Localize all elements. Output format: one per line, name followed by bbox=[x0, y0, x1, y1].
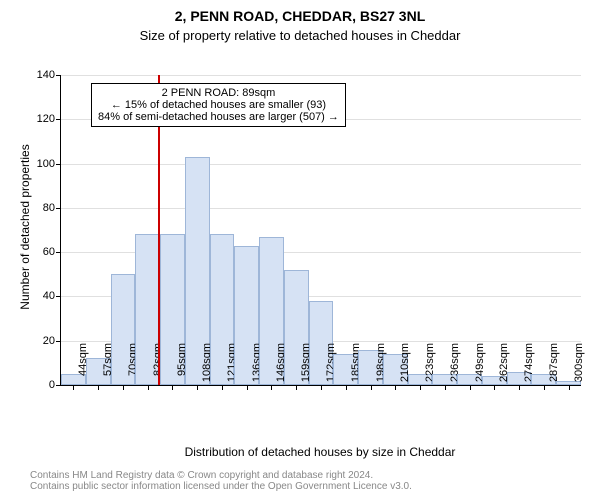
x-tick-label: 287sqm bbox=[548, 343, 560, 393]
y-tick-label: 100 bbox=[25, 158, 55, 170]
annotation-box: 2 PENN ROAD: 89sqm← 15% of detached hous… bbox=[91, 83, 346, 127]
footer-line-1: Contains HM Land Registry data © Crown c… bbox=[30, 470, 600, 481]
x-tick-mark bbox=[98, 385, 99, 390]
gridline bbox=[61, 75, 581, 76]
footer-line-2: Contains public sector information licen… bbox=[30, 481, 600, 492]
page-title-description: Size of property relative to detached ho… bbox=[0, 28, 600, 43]
x-tick-mark bbox=[296, 385, 297, 390]
y-tick-mark bbox=[56, 164, 61, 165]
x-tick-label: 236sqm bbox=[449, 343, 461, 393]
x-tick-mark bbox=[445, 385, 446, 390]
y-tick-label: 0 bbox=[25, 379, 55, 391]
x-tick-mark bbox=[420, 385, 421, 390]
page-title-address: 2, PENN ROAD, CHEDDAR, BS27 3NL bbox=[0, 8, 600, 24]
y-tick-mark bbox=[56, 208, 61, 209]
x-axis-label: Distribution of detached houses by size … bbox=[60, 445, 580, 459]
x-tick-mark bbox=[148, 385, 149, 390]
gridline bbox=[61, 164, 581, 165]
y-tick-label: 20 bbox=[25, 335, 55, 347]
x-tick-mark bbox=[395, 385, 396, 390]
y-tick-label: 80 bbox=[25, 202, 55, 214]
x-tick-mark bbox=[519, 385, 520, 390]
x-tick-label: 249sqm bbox=[474, 343, 486, 393]
annotation-line: ← 15% of detached houses are smaller (93… bbox=[98, 99, 339, 111]
y-tick-label: 40 bbox=[25, 290, 55, 302]
x-tick-mark bbox=[494, 385, 495, 390]
x-tick-mark bbox=[123, 385, 124, 390]
x-tick-label: 262sqm bbox=[498, 343, 510, 393]
x-tick-mark bbox=[73, 385, 74, 390]
x-tick-label: 300sqm bbox=[573, 343, 585, 393]
gridline bbox=[61, 208, 581, 209]
y-tick-mark bbox=[56, 119, 61, 120]
y-tick-label: 60 bbox=[25, 246, 55, 258]
y-tick-mark bbox=[56, 75, 61, 76]
x-tick-mark bbox=[569, 385, 570, 390]
x-tick-mark bbox=[470, 385, 471, 390]
annotation-line: 84% of semi-detached houses are larger (… bbox=[98, 111, 339, 123]
x-tick-mark bbox=[371, 385, 372, 390]
x-tick-mark bbox=[346, 385, 347, 390]
histogram-chart: 02040608010012014044sqm57sqm70sqm82sqm95… bbox=[60, 75, 581, 386]
x-tick-mark bbox=[197, 385, 198, 390]
x-tick-mark bbox=[544, 385, 545, 390]
footer-attribution: Contains HM Land Registry data © Crown c… bbox=[30, 470, 600, 492]
y-tick-mark bbox=[56, 341, 61, 342]
x-tick-label: 223sqm bbox=[424, 343, 436, 393]
x-tick-mark bbox=[222, 385, 223, 390]
y-axis-label: Number of detached properties bbox=[18, 117, 32, 337]
y-tick-label: 120 bbox=[25, 113, 55, 125]
y-tick-mark bbox=[56, 385, 61, 386]
x-tick-mark bbox=[172, 385, 173, 390]
y-tick-mark bbox=[56, 296, 61, 297]
annotation-line: 2 PENN ROAD: 89sqm bbox=[98, 87, 339, 99]
x-tick-mark bbox=[271, 385, 272, 390]
y-tick-label: 140 bbox=[25, 69, 55, 81]
x-tick-mark bbox=[321, 385, 322, 390]
y-tick-mark bbox=[56, 252, 61, 253]
x-tick-label: 210sqm bbox=[399, 343, 411, 393]
x-tick-mark bbox=[247, 385, 248, 390]
x-tick-label: 274sqm bbox=[523, 343, 535, 393]
